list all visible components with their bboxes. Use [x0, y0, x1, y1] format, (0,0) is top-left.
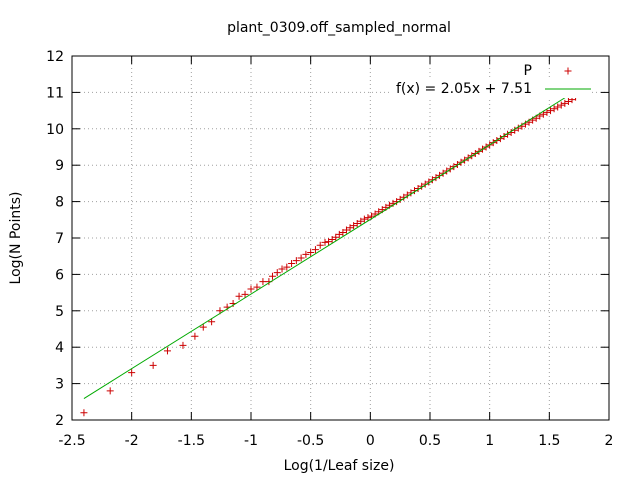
data-point	[241, 290, 249, 298]
x-tick-label: 2	[605, 433, 614, 449]
data-point	[149, 361, 157, 369]
data-point	[554, 103, 562, 111]
y-tick-label: 9	[55, 158, 64, 174]
tick-marks	[71, 55, 610, 421]
y-tick-label: 7	[55, 231, 64, 247]
y-tick-label: 10	[46, 122, 64, 138]
data-point	[364, 214, 372, 222]
legend: P f(x) = 2.05x + 7.51	[392, 63, 592, 98]
data-point	[439, 169, 447, 177]
data-point	[339, 229, 347, 237]
data-point	[292, 257, 300, 265]
data-point	[208, 318, 216, 326]
data-point	[564, 98, 572, 105]
data-point	[539, 110, 547, 118]
legend-point-marker	[564, 67, 572, 75]
y-tick-label: 6	[55, 267, 64, 283]
data-point	[235, 292, 243, 300]
y-tick-label: 11	[46, 85, 64, 101]
x-tick-label: -2	[125, 433, 139, 449]
data-point	[283, 263, 291, 271]
data-point	[316, 241, 324, 249]
data-point	[346, 224, 354, 232]
x-tick-label: -1.5	[178, 433, 205, 449]
x-tick-label: 1	[485, 433, 494, 449]
data-point	[278, 265, 286, 273]
fit-line	[83, 84, 586, 399]
y-axis-label: Log(N Points)	[8, 192, 24, 285]
x-tick-label: 1.5	[538, 433, 560, 449]
y-tick-label: 2	[55, 413, 64, 429]
data-point	[253, 283, 261, 291]
data-point	[561, 99, 569, 107]
x-tick-label: -2.5	[58, 433, 85, 449]
y-tick-label: 4	[55, 340, 64, 356]
data-point	[332, 233, 340, 241]
x-tick-label: 0	[366, 433, 375, 449]
data-point	[342, 226, 350, 234]
x-axis-label: Log(1/Leaf size)	[284, 458, 395, 474]
data-point	[350, 222, 358, 230]
data-point	[80, 409, 88, 417]
legend-marks	[545, 67, 591, 90]
data-point	[432, 174, 440, 182]
x-tick-labels: -2.5 -2 -1.5 -1 -0.5 0 0.5 1 1.5 2	[58, 433, 613, 449]
data-point	[307, 249, 315, 257]
data-point	[179, 341, 187, 349]
data-point	[557, 101, 565, 109]
y-tick-label: 3	[55, 377, 64, 393]
y-tick-label: 8	[55, 195, 64, 211]
data-point	[268, 272, 276, 280]
data-point	[247, 285, 255, 293]
legend-label-points: P	[524, 63, 532, 79]
x-tick-label: 0.5	[419, 433, 441, 449]
data-point	[550, 105, 558, 113]
data-point	[543, 108, 551, 116]
y-tick-label: 5	[55, 304, 64, 320]
data-point	[191, 332, 199, 340]
series-layer	[80, 84, 586, 417]
legend-label-fit: f(x) = 2.05x + 7.51	[396, 81, 532, 97]
data-point	[443, 167, 451, 175]
data-point	[360, 215, 368, 223]
data-point	[273, 269, 281, 277]
y-tick-labels: 2 3 4 5 6 7 8 9 10 11 12	[46, 49, 64, 429]
data-point	[328, 235, 336, 243]
y-tick-label: 12	[46, 49, 64, 65]
data-point	[353, 219, 361, 227]
data-point	[163, 347, 171, 355]
x-tick-label: -0.5	[297, 433, 324, 449]
data-point	[297, 254, 305, 262]
x-tick-label: -1	[244, 433, 258, 449]
data-point	[321, 238, 329, 246]
data-point	[128, 369, 136, 377]
data-point	[259, 278, 267, 286]
data-point	[504, 130, 512, 138]
data-point	[446, 165, 454, 173]
data-point	[311, 246, 319, 254]
data-point	[357, 217, 365, 225]
data-point	[436, 171, 444, 179]
data-point	[302, 250, 310, 258]
data-point	[335, 230, 343, 238]
data-point	[325, 238, 333, 246]
data-point	[547, 107, 555, 115]
chart-title: plant_0309.off_sampled_normal	[227, 20, 451, 36]
data-point	[288, 259, 296, 267]
data-point	[199, 323, 207, 331]
data-point	[106, 387, 114, 395]
legend-backdrop	[392, 80, 592, 98]
